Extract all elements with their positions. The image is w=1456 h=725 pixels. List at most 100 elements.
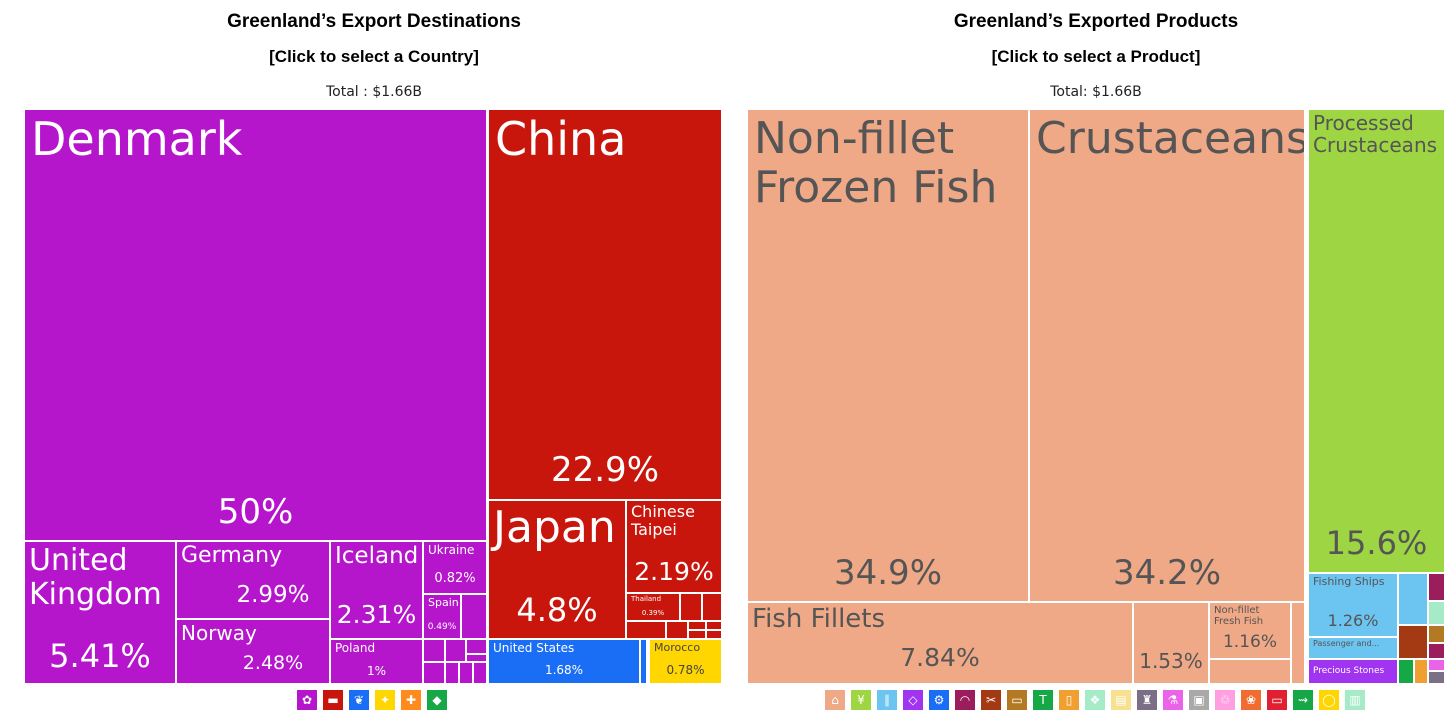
tile-small[interactable]	[1428, 573, 1445, 601]
tile-norway[interactable]: Norway 2.48%	[176, 619, 330, 684]
tile-fish-fillets[interactable]: Fish Fillets 7.84%	[747, 602, 1133, 684]
tile-small[interactable]	[647, 639, 649, 684]
tile-processed-crustaceans[interactable]: Processed Crustaceans 15.6%	[1308, 109, 1445, 573]
tile-small[interactable]	[1398, 625, 1428, 659]
tile-united-kingdom[interactable]: United Kingdom 5.41%	[24, 541, 176, 684]
tile-unlabeled-product[interactable]: 1.53%	[1133, 602, 1209, 684]
tile-small[interactable]	[423, 662, 445, 684]
machines-icon[interactable]: ⚗	[1163, 690, 1183, 710]
chart-subtitle[interactable]: [Click to select a Product]	[991, 47, 1201, 66]
tile-small[interactable]	[688, 630, 706, 639]
tile-small[interactable]	[466, 654, 487, 662]
unspecified-icon[interactable]: ◯	[1319, 690, 1339, 710]
tile-non-fillet-frozen-fish[interactable]: Non-fillet Frozen Fish 34.9%	[747, 109, 1029, 602]
tile-small[interactable]	[706, 621, 722, 630]
textiles-icon[interactable]: T	[1033, 690, 1053, 710]
tile-precious-stones[interactable]: Precious Stones	[1308, 659, 1398, 684]
wood-products-icon[interactable]: ▭	[1007, 690, 1027, 710]
tile-spain[interactable]: Spain 0.49%	[423, 594, 461, 639]
stone-glass-icon[interactable]: ❖	[1085, 690, 1105, 710]
tile-small[interactable]	[640, 639, 647, 684]
tile-small[interactable]	[1428, 625, 1445, 643]
mineral-products-icon[interactable]: ◇	[903, 690, 923, 710]
tile-small[interactable]	[1428, 601, 1445, 625]
tile-small[interactable]	[461, 594, 487, 639]
tile-share: 2.48%	[242, 652, 304, 674]
tile-name: China	[495, 112, 627, 166]
tile-germany[interactable]: Germany 2.99%	[176, 541, 330, 619]
tile-crustaceans[interactable]: Crustaceans 34.2%	[1029, 109, 1305, 602]
metals-icon[interactable]: ♜	[1137, 690, 1157, 710]
tile-small[interactable]	[445, 639, 466, 662]
tile-small[interactable]	[1291, 602, 1305, 684]
tile-non-fillet-fresh-fish[interactable]: Non-fillet Fresh Fish 1.16%	[1209, 602, 1291, 659]
tile-name: Morocco	[654, 641, 701, 654]
tile-small[interactable]	[702, 593, 722, 621]
total-label: Total : $1.66B	[326, 84, 422, 100]
tile-morocco[interactable]: Morocco 0.78%	[649, 639, 722, 684]
tile-name: Japan	[493, 502, 616, 553]
tile-small[interactable]	[1428, 643, 1445, 659]
foodstuffs-icon[interactable]: ∥	[877, 690, 897, 710]
tile-chinese-taipei[interactable]: Chinese Taipei 2.19%	[626, 500, 722, 593]
total-label: Total: $1.66B	[1050, 84, 1142, 100]
tile-small[interactable]	[680, 593, 702, 621]
animal-products-icon[interactable]: ⌂	[825, 690, 845, 710]
tile-share: 34.9%	[833, 553, 942, 593]
tile-small[interactable]	[1398, 573, 1428, 625]
tile-small[interactable]	[688, 621, 706, 630]
tile-small[interactable]	[666, 621, 688, 639]
tile-denmark[interactable]: Denmark 50%	[24, 109, 487, 541]
tile-small[interactable]	[445, 662, 459, 684]
tile-small[interactable]	[1209, 659, 1291, 684]
tile-ukraine[interactable]: Ukraine 0.82%	[423, 541, 487, 594]
tile-small[interactable]	[1428, 671, 1445, 684]
precious-metals-icon[interactable]: ▤	[1111, 690, 1131, 710]
chart-subtitle[interactable]: [Click to select a Country]	[269, 47, 479, 66]
footwear-headwear-icon[interactable]: ▯	[1059, 690, 1079, 710]
tile-small[interactable]	[626, 621, 666, 639]
tile-small[interactable]	[459, 662, 473, 684]
arts-antiques-icon[interactable]: ⇝	[1293, 690, 1313, 710]
tile-name: United Kingdom	[29, 543, 162, 612]
europe-icon[interactable]: ✿	[297, 690, 317, 710]
north-america-icon[interactable]: ❦	[349, 690, 369, 710]
tile-poland[interactable]: Poland 1%	[330, 639, 423, 684]
tile-small[interactable]	[466, 639, 487, 654]
tile-share: 7.84%	[900, 643, 980, 672]
africa-icon[interactable]: ✦	[375, 690, 395, 710]
tile-small[interactable]	[706, 630, 722, 639]
plastics-rubbers-icon[interactable]: ◠	[955, 690, 975, 710]
destinations-treemap: Denmark 50% United Kingdom 5.41% Germany…	[24, 109, 722, 684]
tile-iceland[interactable]: Iceland 2.31%	[330, 541, 423, 639]
tile-passenger[interactable]: Passenger and...	[1308, 637, 1398, 659]
tile-share: 1.53%	[1139, 649, 1203, 673]
tile-united-states[interactable]: United States 1.68%	[488, 639, 640, 684]
chemical-products-icon[interactable]: ⚙	[929, 690, 949, 710]
animal-hides-icon[interactable]: ✂	[981, 690, 1001, 710]
south-america-icon[interactable]: ◆	[427, 690, 447, 710]
tile-share: 2.31%	[336, 600, 417, 629]
tile-china[interactable]: China 22.9%	[488, 109, 722, 500]
tile-small[interactable]	[1398, 659, 1414, 684]
tile-small[interactable]	[423, 639, 445, 662]
tile-name: Passenger and...	[1313, 639, 1380, 648]
tile-share: 34.2%	[1112, 553, 1221, 593]
tile-thailand[interactable]: Thailand 0.39%	[626, 593, 680, 621]
weapons-icon[interactable]: ❀	[1241, 690, 1261, 710]
vegetable-products-icon[interactable]: ¥	[851, 690, 871, 710]
tile-small[interactable]	[1428, 659, 1445, 671]
transportation-icon[interactable]: ▣	[1189, 690, 1209, 710]
tile-name: Poland	[335, 641, 376, 655]
miscellaneous-icon[interactable]: ▭	[1267, 690, 1287, 710]
tile-small[interactable]	[473, 662, 487, 684]
other-icon[interactable]: ▥	[1345, 690, 1365, 710]
asia-icon[interactable]: ▬	[323, 690, 343, 710]
tile-fishing-ships[interactable]: Fishing Ships 1.26%	[1308, 573, 1398, 637]
instruments-icon[interactable]: ♲	[1215, 690, 1235, 710]
tile-small[interactable]	[1414, 659, 1428, 684]
tile-name: United States	[493, 641, 575, 655]
tile-name: Spain	[428, 596, 459, 609]
oceania-icon[interactable]: ✚	[401, 690, 421, 710]
tile-japan[interactable]: Japan 4.8%	[488, 500, 626, 639]
